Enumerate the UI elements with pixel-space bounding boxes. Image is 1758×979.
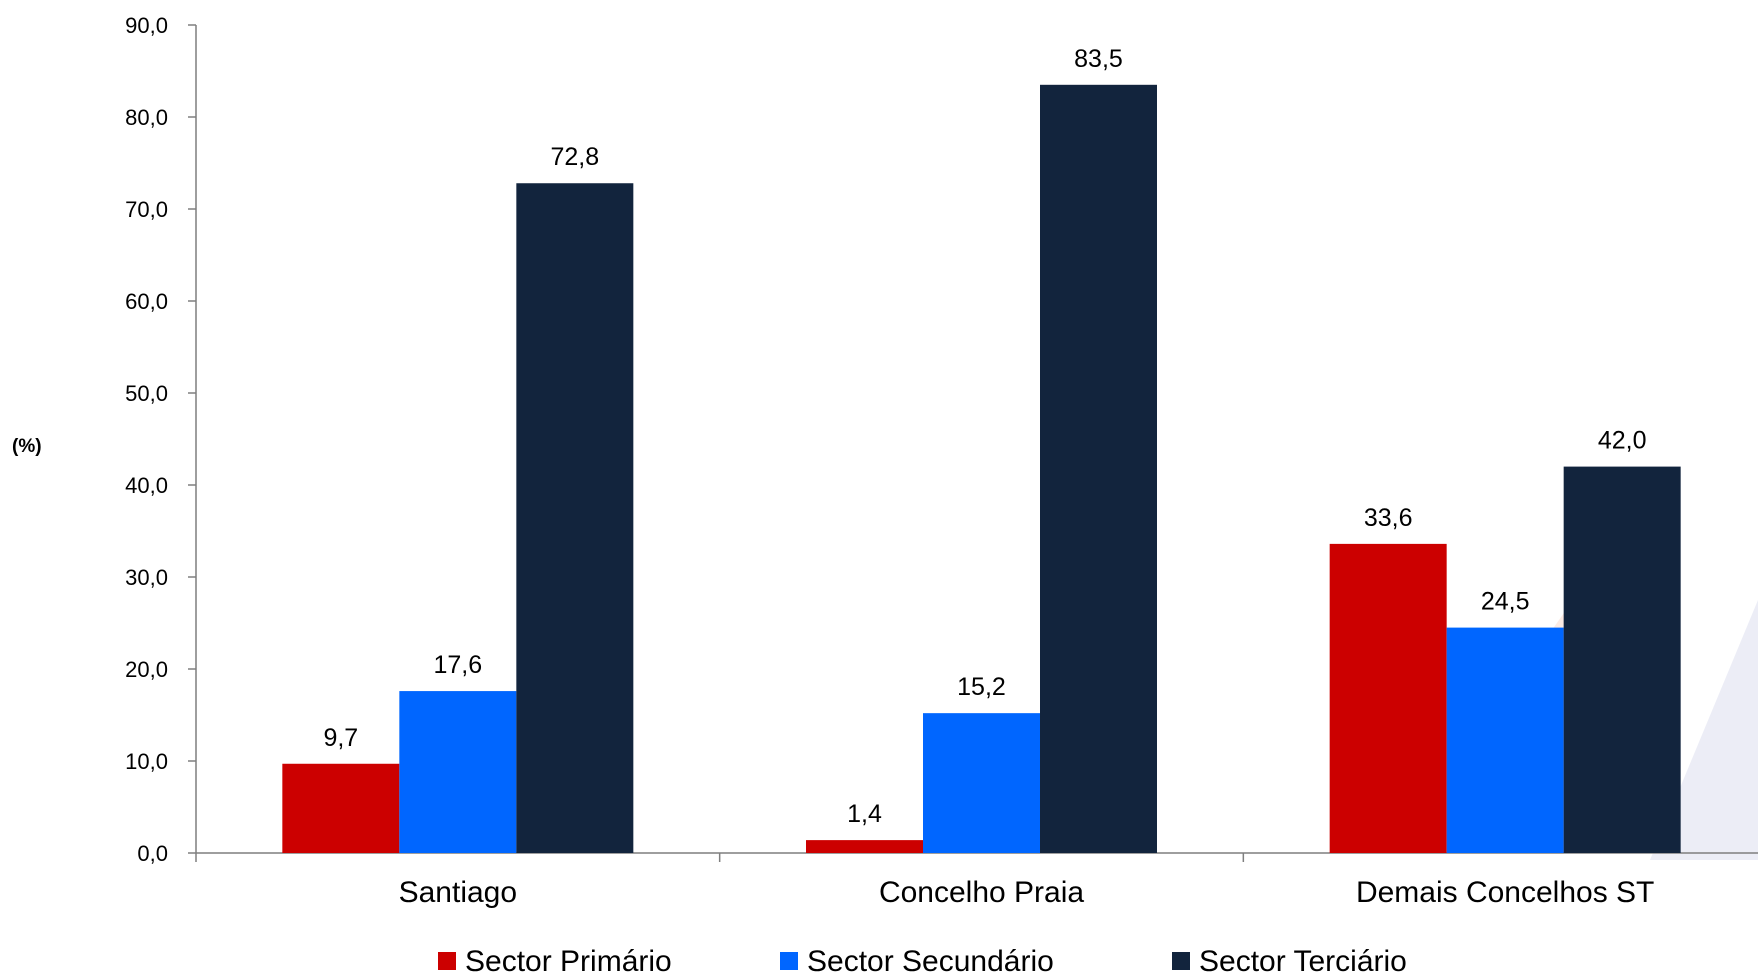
bar — [923, 713, 1040, 853]
x-categories: Santiago Concelho Praia Demais Concelhos S… — [195, 853, 1654, 909]
y-tick-label: 10,0 — [125, 749, 168, 774]
legend-label: Sector Primário — [465, 945, 672, 978]
legend-swatch — [780, 952, 798, 970]
bar — [516, 183, 634, 854]
bar — [806, 840, 923, 853]
bar — [399, 691, 517, 853]
data-label: 9,7 — [323, 724, 358, 752]
x-category-label: Demais Concelhos ST — [1356, 876, 1654, 909]
legend-swatch — [438, 952, 456, 970]
bar — [1446, 627, 1564, 853]
legend-label: Sector Secundário — [807, 945, 1054, 978]
legend-swatch — [1172, 952, 1190, 970]
bar — [1329, 543, 1447, 853]
bars: 9,7 17,6 72,8 1,4 15,2 83,5 33,6 24,5 42,0 — [282, 45, 1681, 854]
y-tick-label: 40,0 — [125, 473, 168, 498]
legend: Sector Primário Sector Secundário Sector T… — [438, 945, 1407, 978]
y-ticks: 0,0 10,0 20,0 30,0 40,0 50,0 60,0 70,0 80,0 90,0 — [125, 13, 196, 866]
y-tick-label: 70,0 — [125, 197, 168, 222]
bar — [282, 763, 400, 853]
data-label: 42,0 — [1598, 427, 1647, 455]
y-tick-label: 80,0 — [125, 105, 168, 130]
data-label: 1,4 — [847, 800, 882, 828]
data-label: 33,6 — [1364, 504, 1413, 532]
legend-label: Sector Terciário — [1199, 945, 1407, 978]
y-tick-label: 30,0 — [125, 565, 168, 590]
y-axis-label: (%) — [12, 436, 42, 457]
y-tick-label: 50,0 — [125, 381, 168, 406]
y-tick-label: 60,0 — [125, 289, 168, 314]
data-label: 24,5 — [1481, 588, 1530, 616]
data-label: 83,5 — [1074, 45, 1123, 73]
x-category-label: Santiago — [399, 876, 517, 909]
bar — [1563, 466, 1681, 853]
y-tick-label: 20,0 — [125, 657, 168, 682]
y-tick-label: 0,0 — [137, 841, 168, 866]
y-tick-label: 90,0 — [125, 13, 168, 38]
bar — [1040, 84, 1157, 854]
data-label: 72,8 — [550, 143, 599, 171]
data-label: 15,2 — [957, 673, 1006, 701]
data-label: 17,6 — [433, 651, 482, 679]
x-category-label: Concelho Praia — [879, 876, 1084, 909]
